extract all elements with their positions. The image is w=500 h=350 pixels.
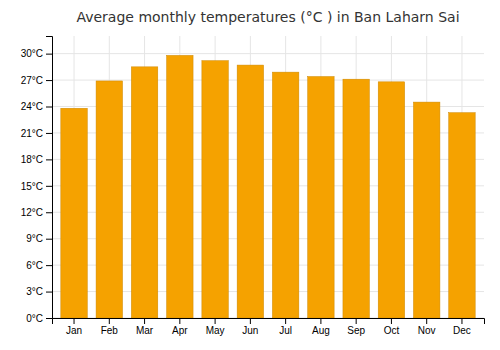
tick: Jul xyxy=(279,318,292,336)
axis-line xyxy=(46,37,53,319)
bar xyxy=(202,61,228,318)
tick-label: 9°C xyxy=(26,233,43,244)
tick: Dec xyxy=(453,318,471,336)
tick-label: 18°C xyxy=(21,154,43,165)
title: Average monthly temperatures (°C ) in Ba… xyxy=(76,9,459,25)
tick: 27°C xyxy=(21,75,52,86)
tick: 18°C xyxy=(21,154,52,165)
tick-label: Sep xyxy=(347,325,365,336)
tick-mark xyxy=(215,318,216,324)
tick: 9°C xyxy=(26,233,52,244)
tick: Aug xyxy=(312,318,330,336)
bar xyxy=(343,79,369,318)
tick-mark xyxy=(356,318,357,324)
tick-mark xyxy=(46,80,52,81)
bar xyxy=(449,113,475,318)
tick-label: May xyxy=(206,325,225,336)
tick-mark xyxy=(109,318,110,324)
tick-label: 3°C xyxy=(26,286,43,297)
bar xyxy=(167,55,193,318)
bar xyxy=(413,102,439,318)
tick-mark xyxy=(46,159,52,160)
tick-mark xyxy=(320,318,321,324)
tick: 30°C xyxy=(21,48,52,59)
chart: 0°C 3°C 6°C 9°C 12°C 15°C 18°C 21°C 24°C 27°C 30°C… xyxy=(0,0,500,350)
tick-label: Jan xyxy=(66,325,82,336)
tick: 24°C xyxy=(21,101,52,112)
tick-mark xyxy=(46,239,52,240)
tick-mark xyxy=(426,318,427,324)
bar xyxy=(61,108,87,318)
tick-label: 21°C xyxy=(21,128,43,139)
tick: Oct xyxy=(384,318,400,336)
tick-label: Aug xyxy=(312,325,330,336)
tick-label: 15°C xyxy=(21,181,43,192)
tick-label: Jun xyxy=(242,325,258,336)
tick-label: Feb xyxy=(101,325,119,336)
bar xyxy=(237,65,263,318)
grid xyxy=(52,36,484,318)
tick-label: Dec xyxy=(453,325,471,336)
tick-label: 12°C xyxy=(21,207,43,218)
tick-mark xyxy=(46,54,52,55)
tick-label: 0°C xyxy=(26,313,43,324)
grid-line xyxy=(52,80,484,81)
tick-label: Mar xyxy=(136,325,154,336)
tick: 3°C xyxy=(26,286,52,297)
tick: Jan xyxy=(66,318,82,336)
tick-mark xyxy=(391,318,392,324)
tick-label: Jul xyxy=(279,325,292,336)
tick: Apr xyxy=(172,318,188,336)
tick: Mar xyxy=(136,318,154,336)
tick-mark xyxy=(179,318,180,324)
tick: Jun xyxy=(242,318,258,336)
tick-mark xyxy=(46,186,52,187)
tick: May xyxy=(206,318,225,336)
tick-mark xyxy=(46,318,52,319)
tick-mark xyxy=(46,133,52,134)
bar xyxy=(378,82,404,318)
tick-mark xyxy=(461,318,462,324)
bars xyxy=(61,55,475,318)
plot: 0°C 3°C 6°C 9°C 12°C 15°C 18°C 21°C 24°C 27°C 30°C… xyxy=(21,36,485,336)
tick-label: 6°C xyxy=(26,260,43,271)
axis-line xyxy=(53,319,485,325)
tick-label: 24°C xyxy=(21,101,43,112)
grid-line xyxy=(52,53,484,54)
tick-mark xyxy=(74,318,75,324)
tick: Sep xyxy=(347,318,365,336)
bar xyxy=(131,67,157,318)
tick-mark xyxy=(46,107,52,108)
tick: 12°C xyxy=(21,207,52,218)
tick-mark xyxy=(144,318,145,324)
tick-label: Oct xyxy=(384,325,400,336)
y-axis: 0°C 3°C 6°C 9°C 12°C 15°C 18°C 21°C 24°C 27°C 30°C xyxy=(21,37,53,324)
bar xyxy=(272,72,298,318)
tick: Feb xyxy=(101,318,119,336)
tick-mark xyxy=(285,318,286,324)
tick: 15°C xyxy=(21,181,52,192)
tick-label: 30°C xyxy=(21,48,43,59)
x-axis: Jan Feb Mar Apr May Jun Jul Aug Sep Oct Nov Dec xyxy=(53,318,485,336)
tick-label: Apr xyxy=(172,325,188,336)
tick-label: 27°C xyxy=(21,75,43,86)
tick-mark xyxy=(250,318,251,324)
tick: 21°C xyxy=(21,128,52,139)
tick-mark xyxy=(46,265,52,266)
bar xyxy=(96,81,122,318)
tick-mark xyxy=(46,292,52,293)
tick: 0°C xyxy=(26,313,52,324)
tick-mark xyxy=(46,212,52,213)
tick: Nov xyxy=(418,318,436,336)
bar xyxy=(308,77,334,318)
tick-label: Nov xyxy=(418,325,436,336)
tick: 6°C xyxy=(26,260,52,271)
